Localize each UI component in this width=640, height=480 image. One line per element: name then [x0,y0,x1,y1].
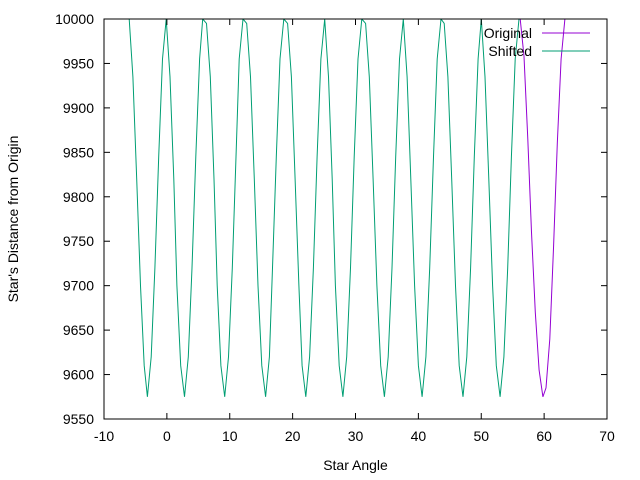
x-tick-label: 40 [411,428,427,444]
y-axis-label: Star's Distance from Origin [5,136,21,303]
series-line-original [519,19,566,397]
y-tick-label: 9700 [63,278,94,294]
y-tick-label: 9800 [63,189,94,205]
y-tick-label: 9950 [63,55,94,71]
x-tick-label: 70 [599,428,615,444]
ticks-layer: -10 0 10 20 30 40 50 60 70 9550 9600 9650 9700 9750 98… [55,11,615,444]
y-tick-label: 9900 [63,100,94,116]
y-tick-label: 9600 [63,367,94,383]
x-tick-label: 50 [473,428,489,444]
y-tick-label: 9650 [63,322,94,338]
legend-label: Shifted [488,43,532,59]
series-layer [128,19,566,397]
x-tick-label: -10 [94,428,114,444]
y-tick-label: 10000 [55,11,94,27]
y-tick-label: 9850 [63,144,94,160]
plot-frame [103,18,608,420]
legend-label: Original [484,25,532,41]
y-tick-label: 9750 [63,233,94,249]
x-tick-label: 30 [348,428,364,444]
y-tick-label: 9550 [63,411,94,427]
x-tick-label: 20 [285,428,301,444]
series-line-shifted [128,19,523,397]
legend: Original Shifted [484,25,590,59]
x-tick-label: 0 [163,428,171,444]
x-axis-label: Star Angle [323,457,388,473]
x-tick-label: 60 [536,428,552,444]
x-tick-label: 10 [222,428,238,444]
